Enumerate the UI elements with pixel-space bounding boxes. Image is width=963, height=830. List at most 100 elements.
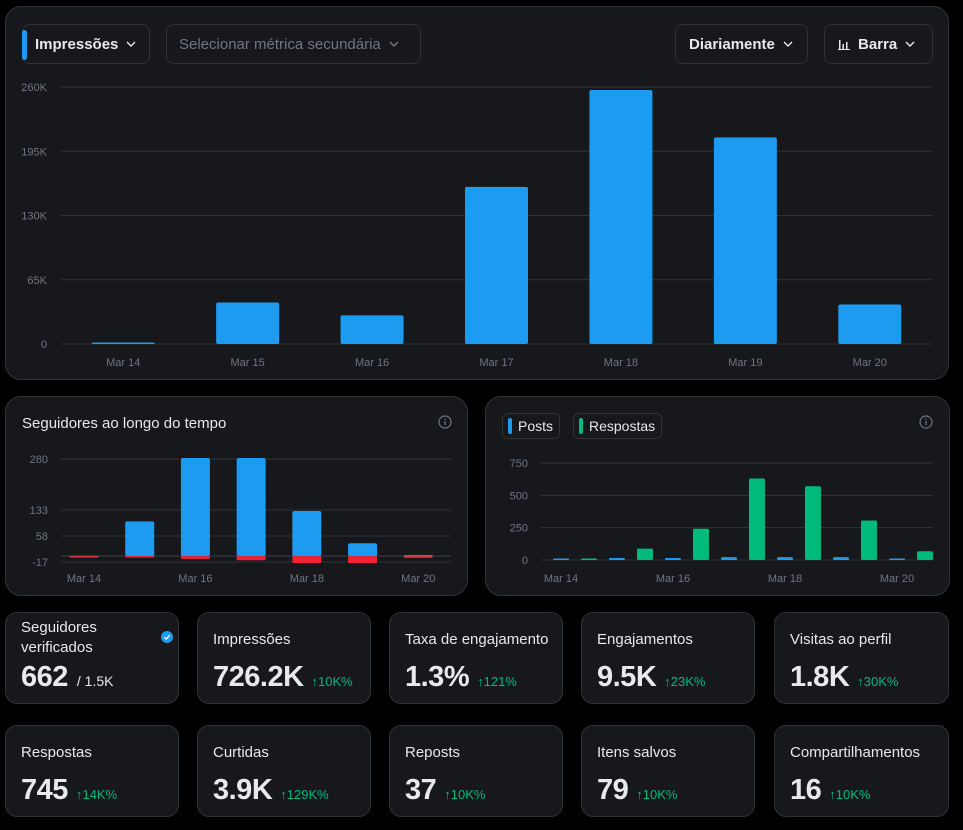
stat-value-row: 9.5K ↑23K% — [597, 661, 705, 694]
posts-bar — [665, 558, 681, 560]
bar-mar-19 — [713, 137, 777, 344]
stat-label: Respostas — [21, 744, 92, 761]
x-tick-label: Mar 20 — [853, 357, 887, 369]
stat-delta: ↑10K% — [636, 787, 678, 802]
primary-metric-dropdown[interactable]: Impressões — [22, 24, 150, 64]
posts-bar — [609, 558, 625, 560]
stat-delta: ↑23K% — [664, 674, 706, 689]
replies-bar — [861, 520, 877, 560]
stat-value: 1.8K — [790, 661, 850, 693]
loss-bar — [180, 556, 210, 559]
info-icon[interactable] — [919, 415, 933, 429]
chevron-down-icon — [389, 41, 399, 47]
secondary-metric-dropdown[interactable]: Selecionar métrica secundária — [166, 24, 421, 64]
stat-card-shares[interactable]: Compartilhamentos 16 ↑10K% — [774, 725, 949, 817]
stat-value-row: 37 ↑10K% — [405, 774, 485, 807]
posts-replies-bar-chart: 0 250 500 750 Mar 14 Mar 16 Mar 18 Mar 20 — [510, 458, 933, 585]
stat-value: 9.5K — [597, 661, 657, 693]
stat-label: Curtidas — [213, 744, 269, 761]
stat-card-engagements[interactable]: Engajamentos 9.5K ↑23K% — [581, 612, 755, 704]
chevron-down-icon — [126, 41, 136, 47]
stat-label: Compartilhamentos — [790, 744, 921, 761]
chart-type-dropdown[interactable]: Barra — [824, 24, 933, 64]
legend-swatch — [579, 418, 583, 434]
x-tick-label: Mar 16 — [355, 357, 389, 369]
gain-bar — [180, 457, 210, 557]
legend-posts[interactable]: Posts — [502, 413, 561, 439]
stat-value-row: 16 ↑10K% — [790, 774, 870, 807]
y-tick-label: 195K — [21, 146, 47, 158]
stat-card-replies[interactable]: Respostas 745 ↑14K% — [5, 725, 179, 817]
loss-bar — [292, 556, 322, 564]
stat-card-engagement-rate[interactable]: Taxa de engajamento 1.3% ↑121% — [389, 612, 563, 704]
info-icon[interactable] — [438, 415, 452, 429]
legend-replies[interactable]: Respostas — [573, 413, 663, 439]
replies-bar — [693, 528, 709, 560]
stat-delta: ↑121% — [477, 674, 517, 689]
replies-bar — [581, 558, 597, 560]
chart-type-label: Barra — [858, 35, 898, 53]
period-dropdown[interactable]: Diariamente — [675, 24, 808, 64]
stat-value-row: 1.3% ↑121% — [405, 661, 517, 694]
stat-delta: ↑10K% — [829, 787, 871, 802]
metric-color-indicator — [22, 30, 27, 60]
stat-value: 745 — [21, 774, 68, 806]
loss-bar — [236, 556, 266, 561]
followers-bar-chart: -17 58 133 280 Mar 14 Mar 16 Mar 18 Mar 20 — [30, 454, 451, 585]
stat-label: Seguidores verificados — [21, 619, 97, 656]
period-label: Diariamente — [689, 35, 775, 53]
legend-replies-label: Respostas — [589, 418, 656, 434]
secondary-metric-placeholder: Selecionar métrica secundária — [179, 35, 381, 53]
stat-value: 37 — [405, 774, 437, 806]
posts-bar — [721, 557, 737, 560]
posts-replies-chart-panel: Posts Respostas 0 250 500 750 Mar 14 Mar 16 Ma… — [485, 396, 950, 596]
y-tick-label: 500 — [510, 490, 528, 502]
y-tick-label: 250 — [510, 523, 528, 535]
x-tick-label: Mar 16 — [178, 573, 212, 585]
x-tick-label: Mar 17 — [479, 357, 513, 369]
bar-mar-16 — [340, 315, 404, 344]
y-tick-label: 65K — [27, 275, 47, 287]
stat-label: Engajamentos — [597, 631, 693, 648]
stat-card-verified-followers[interactable]: Seguidores verificados 662 / 1.5K — [5, 612, 179, 704]
x-tick-label: Mar 14 — [544, 573, 578, 585]
x-tick-label: Mar 18 — [604, 357, 638, 369]
followers-chart-panel: Seguidores ao longo do tempo -17 58 133 280… — [5, 396, 468, 596]
stat-delta: ↑30K% — [857, 674, 899, 689]
replies-bar — [637, 548, 653, 560]
x-tick-label: Mar 18 — [768, 573, 802, 585]
stat-value-row: 1.8K ↑30K% — [790, 661, 898, 694]
stat-delta: ↑10K% — [311, 674, 353, 689]
legend-swatch — [508, 418, 512, 434]
x-tick-label: Mar 20 — [880, 573, 914, 585]
stat-delta: ↑10K% — [444, 787, 486, 802]
chevron-down-icon — [783, 41, 793, 47]
x-tick-label: Mar 18 — [290, 573, 324, 585]
stat-card-likes[interactable]: Curtidas 3.9K ↑129K% — [197, 725, 371, 817]
replies-bar — [917, 551, 933, 560]
primary-metric-label: Impressões — [35, 35, 119, 53]
gain-bar — [292, 511, 322, 557]
stat-label: Reposts — [405, 744, 461, 761]
bar-mar-17 — [465, 186, 528, 344]
stat-delta: ↑129K% — [280, 787, 329, 802]
y-tick-label: 260K — [21, 82, 47, 94]
stat-card-impressions[interactable]: Impressões 726.2K ↑10K% — [197, 612, 371, 704]
y-tick-label: 0 — [41, 339, 47, 351]
loss-bar — [348, 556, 378, 564]
stat-label: Impressões — [213, 631, 291, 648]
impressions-bar-chart: 0 65K 130K 195K 260K Mar 14 Mar 15 Mar 16 Mar 17… — [21, 82, 932, 369]
stat-value-row: 3.9K ↑129K% — [213, 774, 329, 807]
stat-value: 16 — [790, 774, 822, 806]
stat-value-row: 79 ↑10K% — [597, 774, 677, 807]
stat-card-reposts[interactable]: Reposts 37 ↑10K% — [389, 725, 563, 817]
loss-bar — [403, 556, 433, 558]
x-tick-label: Mar 16 — [656, 573, 690, 585]
legend-posts-label: Posts — [518, 418, 554, 434]
stat-card-bookmarks[interactable]: Itens salvos 79 ↑10K% — [581, 725, 755, 817]
posts-bar — [553, 558, 569, 560]
bar-mar-18 — [589, 89, 653, 344]
stat-card-profile-visits[interactable]: Visitas ao perfil 1.8K ↑30K% — [774, 612, 949, 704]
y-tick-label: 58 — [36, 531, 48, 543]
y-tick-label: 280 — [30, 454, 48, 466]
